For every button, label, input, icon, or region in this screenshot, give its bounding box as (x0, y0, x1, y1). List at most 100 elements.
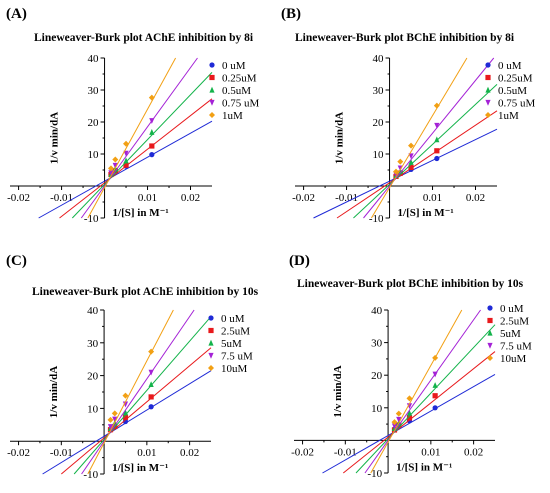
data-point (107, 424, 114, 430)
y-axis-label: 1/v min/dA (332, 365, 344, 417)
data-point (406, 409, 413, 416)
chart-title: Lineweaver-Burk plot AChE inhibition by … (34, 32, 254, 44)
legend-label: 0.25uM (498, 73, 533, 85)
data-point (112, 162, 118, 169)
y-tick-label: 20 (373, 117, 385, 129)
y-tick-label: -10 (367, 468, 382, 480)
data-point (391, 423, 398, 430)
data-point (149, 143, 155, 149)
legend-label: 5uM (221, 338, 242, 350)
y-axis-label: 1/v min/dA (49, 112, 61, 164)
legend-label: 7.5 uM (500, 341, 532, 353)
data-point (123, 162, 129, 168)
x-tick-label: -0.01 (50, 447, 73, 459)
y-tick-label: 20 (88, 117, 100, 129)
legend-marker (485, 62, 491, 68)
data-point (148, 381, 154, 388)
legend-label: 7.5 uM (221, 351, 253, 363)
x-axis-label: 1/[S] in M⁻¹ (112, 462, 168, 474)
data-point (108, 165, 114, 172)
series-line (364, 309, 481, 474)
data-point (112, 156, 119, 163)
data-point (123, 140, 130, 147)
chart-panel-d: (D) Lineweaver-Burk plot BChE inhibition… (275, 245, 550, 493)
x-tick-label: -0.02 (7, 192, 30, 204)
data-point (149, 129, 155, 135)
data-point (122, 392, 129, 399)
data-point (432, 371, 438, 378)
series-line (370, 309, 463, 474)
series-line (71, 72, 213, 219)
panel-label: (D) (289, 253, 310, 269)
series-line (60, 347, 212, 475)
data-point (122, 409, 129, 416)
data-point (122, 414, 129, 420)
data-point (432, 405, 438, 411)
chart-title: Lineweaver-Burk plot AChE inhibition by … (32, 286, 259, 298)
legend-label: 0.5uM (498, 85, 527, 97)
y-tick-label: 30 (87, 338, 99, 350)
series-line (80, 57, 198, 219)
y-tick-label: -10 (84, 213, 99, 225)
legend-label: 5uM (500, 328, 521, 340)
y-tick-label: 30 (88, 85, 100, 97)
y-tick-label: 10 (88, 149, 100, 161)
y-tick-label: -10 (83, 469, 98, 481)
legend-marker (209, 74, 215, 81)
y-tick-label: 20 (371, 370, 383, 382)
x-tick-label: 0.01 (421, 446, 440, 458)
y-tick-label: 30 (371, 338, 383, 350)
x-tick-label: -0.02 (291, 446, 314, 458)
series-line (353, 84, 498, 219)
chart-panel-a: (A) Lineweaver-Burk plot AChE inhibition… (0, 0, 275, 240)
x-tick-label: -0.01 (335, 192, 358, 204)
series-line (81, 309, 195, 475)
data-point (396, 416, 402, 423)
legend-label: 0 uM (222, 60, 246, 72)
data-point (397, 158, 404, 165)
series-line (322, 373, 496, 474)
data-point (408, 164, 414, 171)
data-point (149, 118, 155, 124)
legend-marker (487, 329, 493, 336)
data-point (391, 419, 398, 426)
y-tick-label: 20 (87, 371, 99, 383)
legend-marker (209, 86, 215, 93)
data-point (123, 150, 129, 157)
x-tick-label: 0.01 (138, 192, 157, 204)
legend-marker (485, 99, 491, 106)
x-axis-label: 1/[S] in M⁻¹ (396, 461, 452, 473)
data-point (408, 159, 414, 165)
legend-label: 0 uM (498, 60, 522, 72)
data-point (406, 415, 413, 421)
data-point (434, 136, 440, 143)
chart-panel-c: (C) Lineweaver-Burk plot AChE inhibition… (0, 245, 275, 493)
legend-label: 0.75 uM (222, 98, 260, 110)
legend-marker (208, 365, 214, 371)
legend-label: 0.5uM (222, 85, 251, 97)
data-point (148, 404, 154, 410)
legend-marker (485, 112, 491, 118)
data-point (148, 348, 155, 355)
legend-marker (487, 317, 493, 324)
legend-marker (487, 305, 493, 311)
data-point (432, 354, 439, 361)
data-point (406, 395, 413, 402)
y-tick-label: 40 (87, 305, 99, 317)
series-line (73, 316, 212, 475)
series-line (87, 309, 174, 475)
data-point (148, 394, 154, 400)
series-line (59, 98, 213, 219)
series-line (355, 324, 496, 474)
legend-marker (485, 86, 491, 93)
legend-label: 2.5uM (221, 326, 250, 338)
chart-title: Lineweaver-Burk plot BChE inhibition by … (297, 278, 524, 290)
x-tick-label: 0.01 (423, 192, 442, 204)
legend-label: 1uM (222, 110, 243, 122)
series-line (342, 351, 496, 474)
data-point (432, 382, 438, 388)
x-tick-label: -0.01 (334, 446, 357, 458)
y-axis-label: 1/v min/dA (334, 112, 346, 164)
data-point (408, 153, 414, 160)
legend-marker (485, 74, 491, 81)
